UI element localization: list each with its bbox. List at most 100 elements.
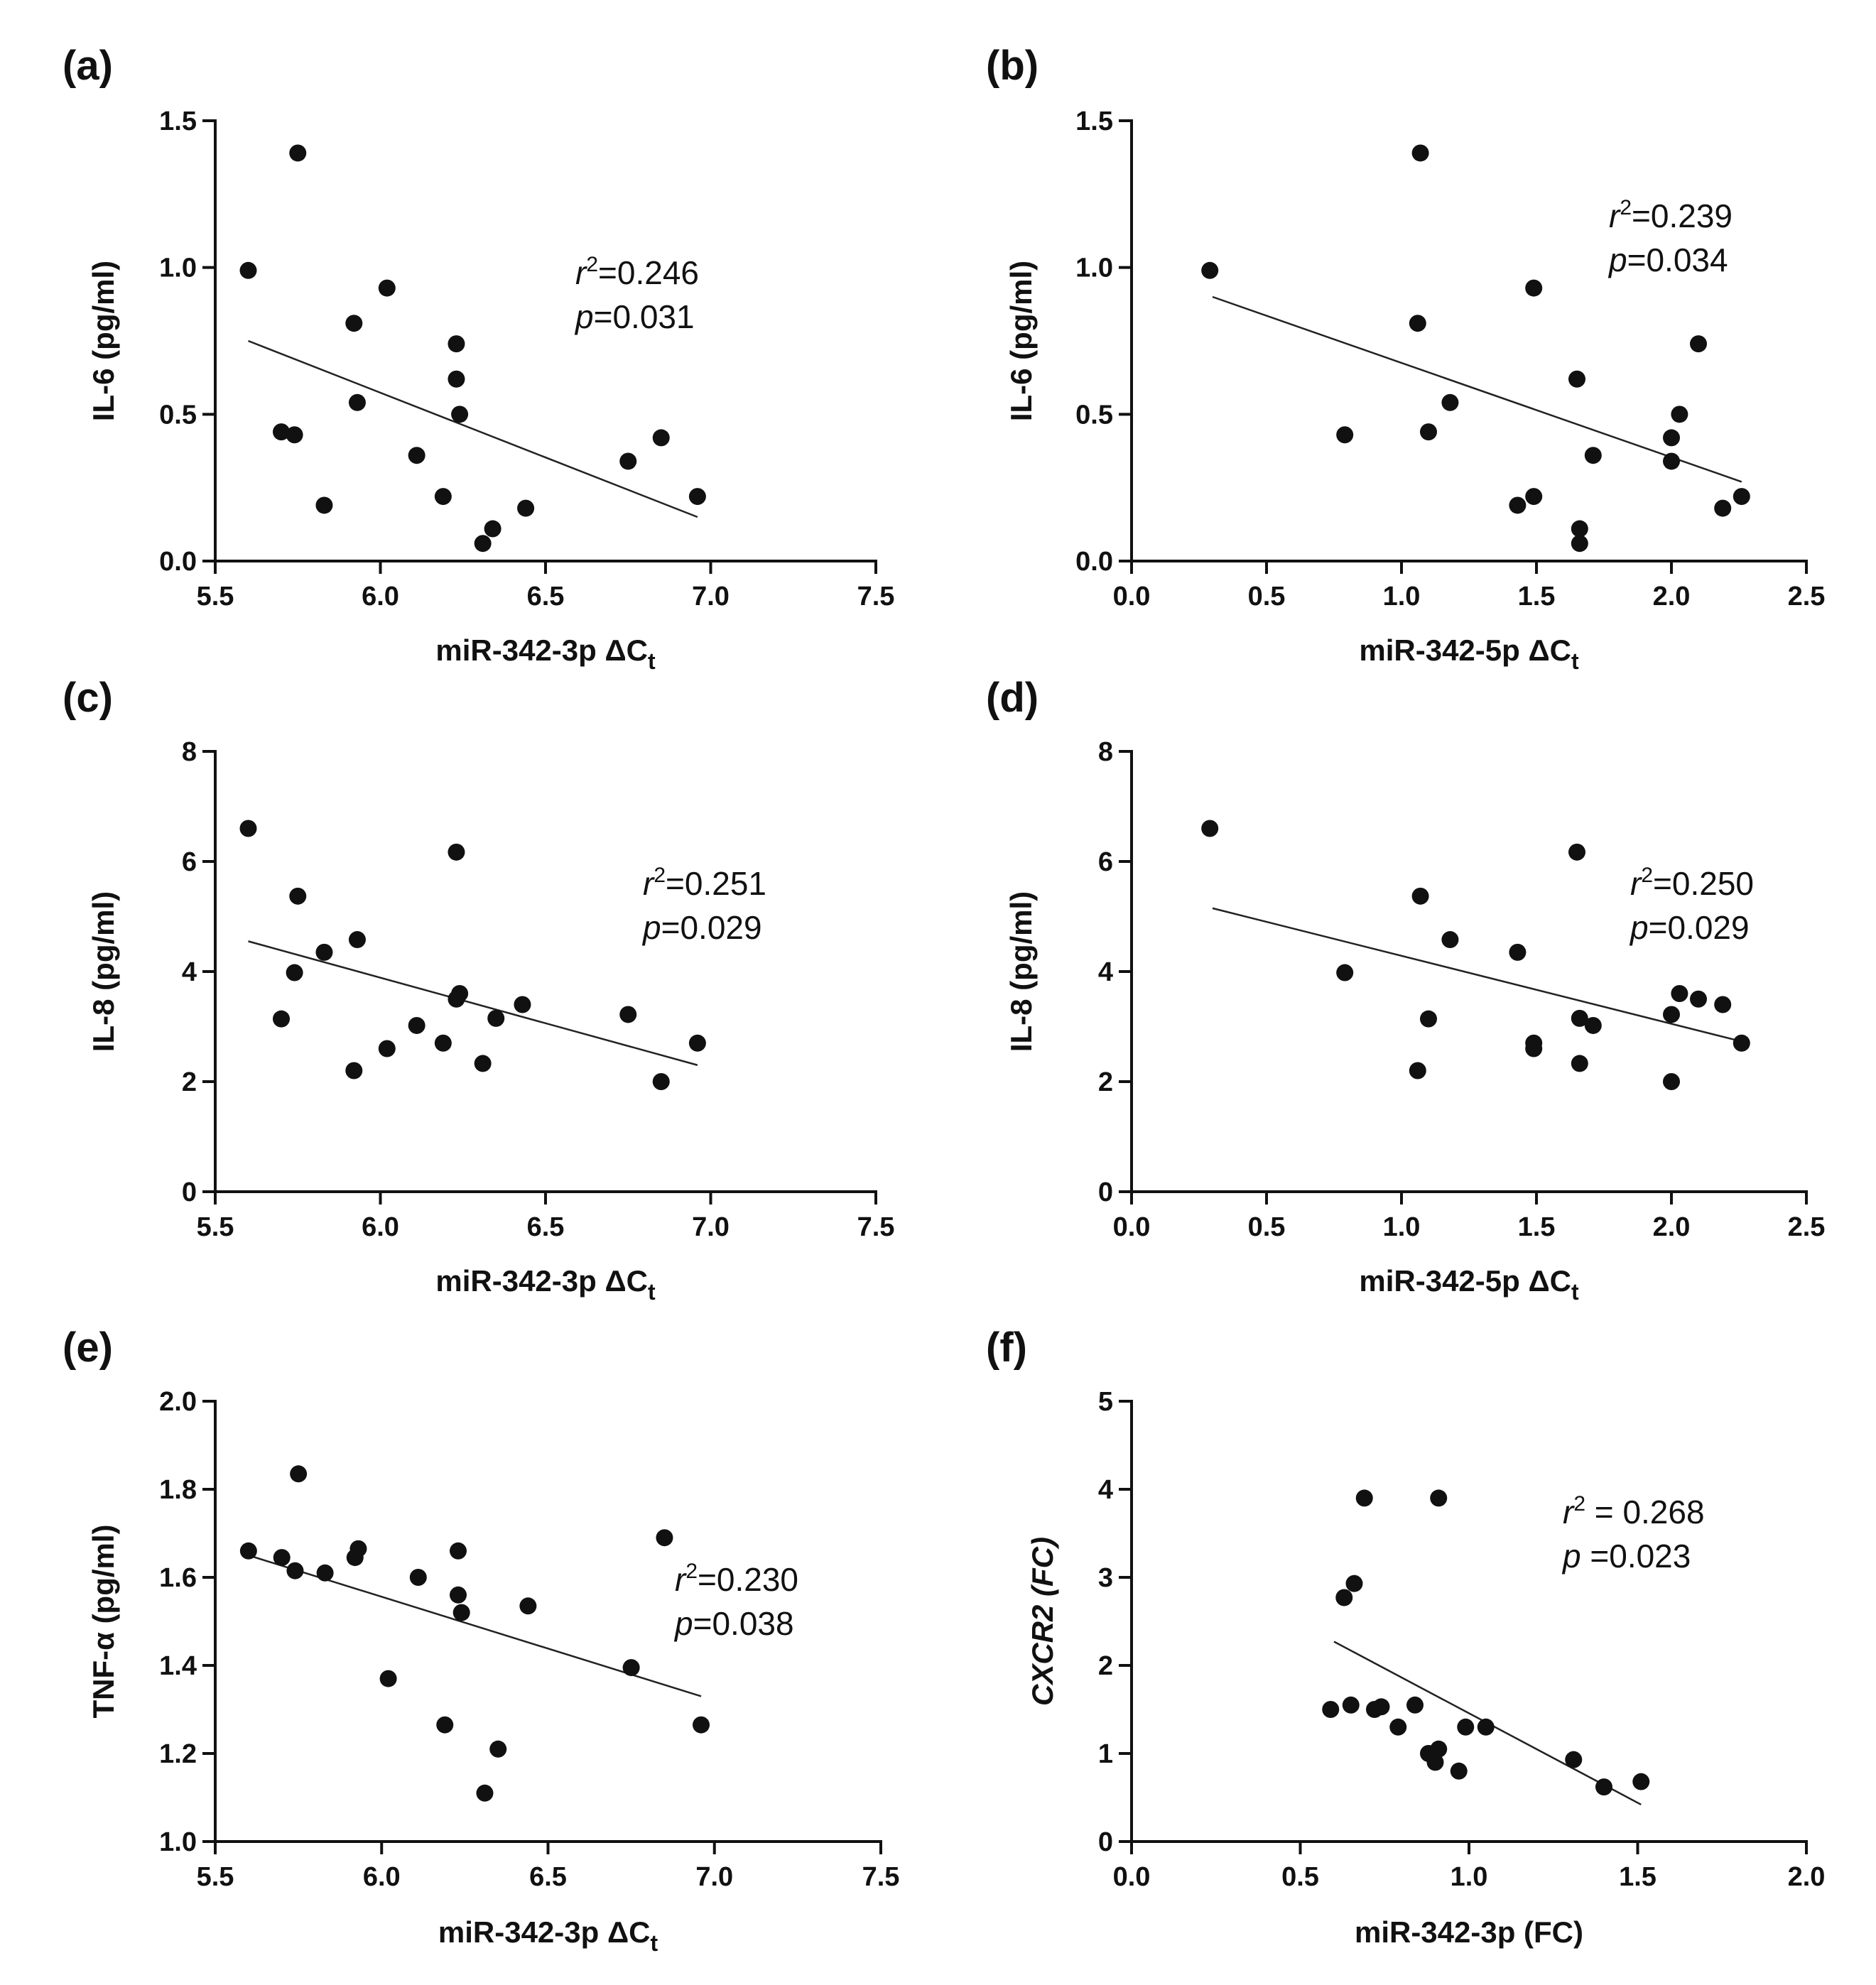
panel-f-data-point: [1457, 1718, 1475, 1736]
panel-a-data-point: [315, 496, 333, 514]
panel-a-data-point: [517, 499, 535, 517]
panel-b-data-point: [1201, 261, 1219, 279]
panel-f-p-value: p =0.023: [1561, 1538, 1691, 1575]
panel-c-data-point: [348, 931, 366, 949]
panel-c-y-tick-label: 2: [182, 1067, 197, 1097]
panel-a-regression-line: [248, 339, 698, 518]
panel-d-y-tick-label: 4: [1098, 957, 1113, 987]
panel-a-y-tick-label: 1.5: [159, 107, 197, 136]
panel-d-x-tick-label: 0.5: [1248, 1212, 1286, 1242]
panel-d-y-tick-label: 0: [1098, 1178, 1113, 1207]
panel-f: (f) 0.0 0.5 1.0 1.5 2.0 0 1 2 3 4 5 miR-342-3p (FC) C…: [986, 1325, 1825, 1949]
panel-c-y-tick-label: 8: [182, 737, 197, 767]
panel-f-data-point: [1450, 1762, 1468, 1780]
panel-e-data-point: [290, 1465, 308, 1483]
panel-d-p-value: p=0.029: [1629, 909, 1750, 946]
panel-e-x-tick-label: 6.5: [529, 1862, 567, 1892]
panel-f-data-point: [1477, 1718, 1495, 1736]
panel-e-data-point: [622, 1659, 640, 1677]
panel-f-data-point: [1322, 1701, 1340, 1718]
panel-c-data-point: [286, 964, 303, 981]
panel-d-data-point: [1571, 1055, 1588, 1072]
panel-a-data-point: [484, 520, 501, 538]
panel-b-x-tick-label: 1.0: [1383, 582, 1421, 611]
panel-f-data-point: [1342, 1696, 1360, 1714]
panel-e-r-squared: r2=0.230: [675, 1560, 798, 1598]
panel-e-y-tick-label: 1.8: [159, 1475, 197, 1505]
panel-e-data-point: [452, 1604, 470, 1621]
panel-e-x-tick-label: 7.5: [862, 1862, 900, 1892]
panel-c-y-tick-label: 6: [182, 847, 197, 877]
panel-e: (e) 5.5 6.0 6.5 7.0 7.5 1.0 1.2 1.4 1.6 1.8 2.0 miR-…: [63, 1325, 899, 1956]
panel-c-x-tick-label: 7.0: [692, 1212, 730, 1242]
panel-a-data-point: [345, 315, 363, 332]
panel-d-x-tick-label: 2.0: [1653, 1212, 1691, 1242]
panel-e-y-axis-title: TNF-α (pg/ml): [87, 1524, 120, 1718]
panel-d-data-point: [1409, 1062, 1426, 1079]
panel-b-data-point: [1411, 144, 1429, 162]
panel-f-r-squared: r2 = 0.268: [1563, 1492, 1705, 1530]
panel-c-y-axis-title: IL-8 (pg/ml): [87, 891, 120, 1052]
panel-b-x-tick-label: 2.0: [1653, 582, 1691, 611]
panel-e-data-point: [286, 1562, 304, 1579]
panel-c-x-tick-label: 5.5: [197, 1212, 234, 1242]
panel-f-y-tick-label: 3: [1098, 1563, 1113, 1593]
panel-e-x-tick-label: 6.0: [363, 1862, 401, 1892]
panel-a-x-tick-label: 6.5: [527, 582, 565, 611]
panel-d-y-tick-label: 2: [1098, 1067, 1113, 1097]
panel-d-data-point: [1568, 843, 1585, 861]
panel-a-data-point: [289, 144, 307, 162]
panel-b-regression-line: [1212, 295, 1742, 483]
panel-e-x-tick-label: 7.0: [695, 1862, 733, 1892]
panel-b-x-tick-label: 2.5: [1788, 582, 1826, 611]
panel-c-data-point: [239, 820, 257, 837]
panel-a-y-tick-label: 1.0: [159, 254, 197, 283]
panel-d-label: (d): [986, 675, 1039, 721]
panel-f-data-point: [1372, 1698, 1390, 1716]
panel-f-data-point: [1406, 1696, 1424, 1714]
panel-b-data-point: [1336, 426, 1354, 444]
panel-c-label: (c): [63, 675, 113, 721]
panel-e-y-tick-label: 1.6: [159, 1563, 197, 1593]
panel-e-data-point: [409, 1569, 427, 1586]
panel-a-p-value: p=0.031: [574, 298, 695, 335]
panel-c-regression-line: [248, 940, 698, 1066]
panel-c-data-point: [378, 1040, 396, 1057]
panel-e-p-value: p=0.038: [673, 1605, 794, 1642]
panel-f-y-tick-label: 5: [1098, 1387, 1113, 1417]
panel-a-data-point: [474, 535, 492, 553]
panel-b-x-tick-label: 0.5: [1248, 582, 1286, 611]
panel-b-p-value: p=0.034: [1607, 241, 1728, 278]
panel-c-data-point: [434, 1034, 452, 1052]
panel-f-data-point: [1430, 1489, 1448, 1507]
panel-f-data-point: [1355, 1489, 1373, 1507]
panel-c-y-tick-label: 0: [182, 1178, 197, 1207]
panel-a-data-point: [652, 429, 670, 447]
panel-a-y-tick-label: 0.5: [159, 400, 197, 430]
panel-d-r-squared: r2=0.250: [1630, 864, 1754, 902]
panel-c-data-point: [652, 1073, 670, 1090]
panel-b-y-tick-label: 1.5: [1075, 107, 1113, 136]
panel-d-x-tick-label: 0.0: [1113, 1212, 1151, 1242]
panel-d-data-point: [1671, 985, 1688, 1002]
panel-b-data-point: [1663, 429, 1680, 447]
panel-a-data-point: [688, 488, 706, 506]
panel-c-data-point: [474, 1055, 492, 1072]
panel-d-data-point: [1733, 1034, 1750, 1052]
panel-a-data-point: [451, 406, 469, 423]
panel-f-data-point: [1426, 1753, 1444, 1771]
panel-f-data-point: [1595, 1778, 1612, 1796]
panel-e-data-point: [450, 1542, 467, 1560]
panel-e-data-point: [693, 1716, 710, 1734]
panel-d-y-tick-label: 6: [1098, 847, 1113, 877]
panel-e-data-point: [379, 1670, 397, 1687]
panel-f-data-point: [1430, 1740, 1448, 1758]
panel-d-x-tick-label: 1.0: [1383, 1212, 1421, 1242]
panel-b-data-point: [1663, 452, 1680, 470]
panel-f-data-point: [1389, 1718, 1407, 1736]
panel-d-y-tick-label: 8: [1098, 737, 1113, 767]
panel-f-x-tick-label: 2.0: [1788, 1862, 1826, 1892]
panel-c-x-tick-label: 6.0: [362, 1212, 399, 1242]
